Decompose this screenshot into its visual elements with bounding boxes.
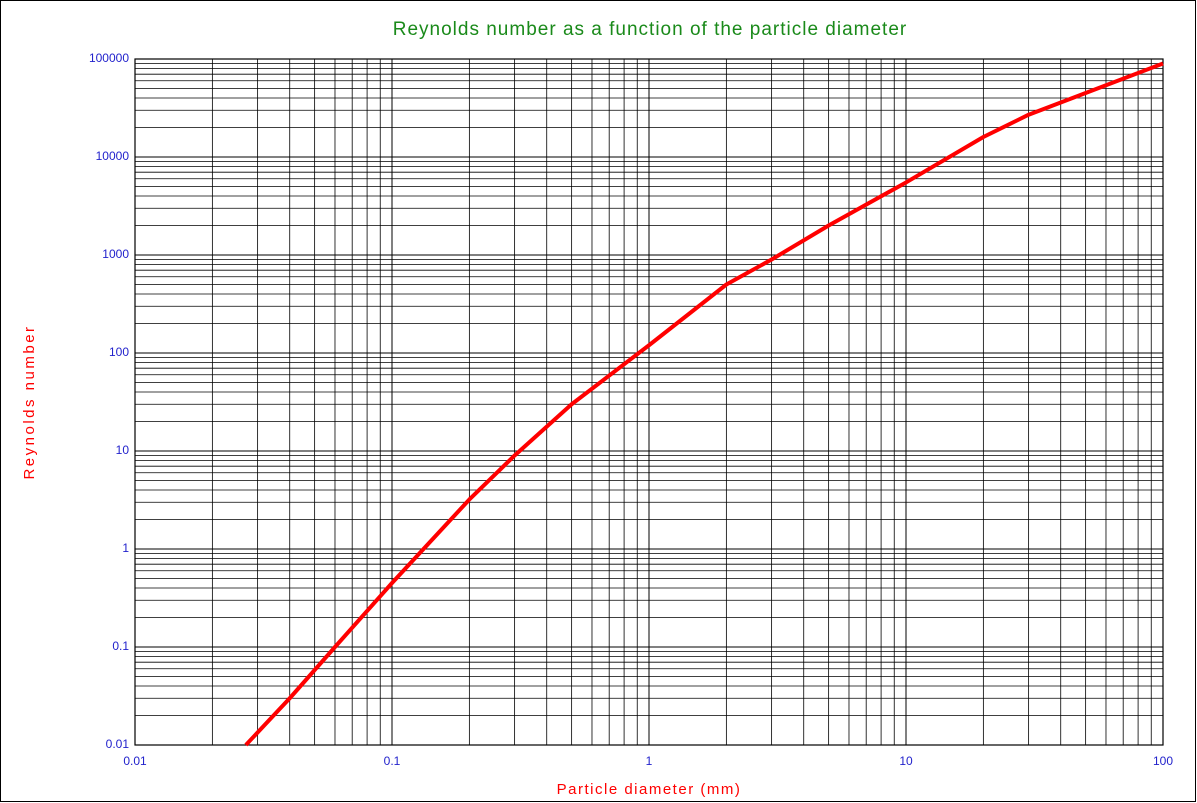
x-tick-label: 100: [1153, 754, 1173, 768]
x-tick-label: 1: [646, 754, 653, 768]
y-tick-label: 0.1: [112, 639, 129, 653]
data-line: [244, 61, 1164, 747]
x-tick-label: 0.1: [384, 754, 401, 768]
y-tick-label: 1000: [102, 247, 129, 261]
y-tick-label: 10000: [96, 149, 130, 163]
y-axis-label: Reynolds number: [21, 324, 38, 479]
x-tick-label: 10: [899, 754, 913, 768]
y-tick-label: 10: [116, 443, 130, 457]
y-tick-label: 100000: [89, 51, 129, 65]
y-tick-label: 1: [122, 541, 129, 555]
x-axis-label: Particle diameter (mm): [557, 781, 742, 798]
x-tick-label: 0.01: [123, 754, 147, 768]
y-tick-label: 0.01: [106, 737, 130, 751]
plot-border: [134, 58, 1164, 746]
chart-title: Reynolds number as a function of the par…: [393, 19, 907, 40]
y-tick-label: 100: [109, 345, 129, 359]
